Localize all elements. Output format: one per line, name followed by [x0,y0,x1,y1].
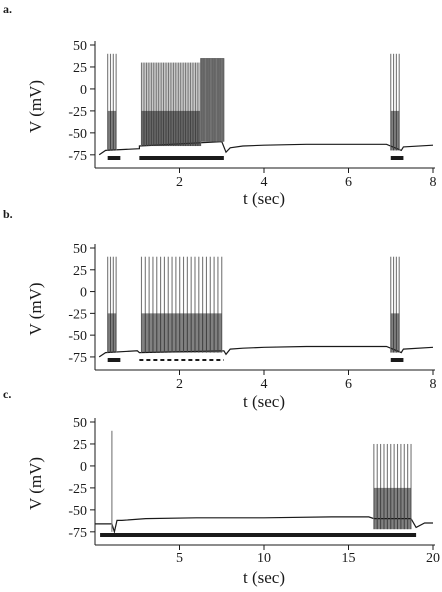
x-tick-label: 15 [342,551,356,566]
voltage-trace [95,516,433,535]
y-tick-label: 25 [73,61,87,76]
x-axis-title: t (sec) [243,189,285,208]
y-tick-label: -75 [68,149,87,164]
panel-label: b. [3,207,13,221]
x-tick-label: 5 [176,551,183,566]
y-tick-label: 0 [80,460,87,475]
x-tick-label: 4 [261,377,268,392]
y-tick-label: 50 [73,39,87,54]
y-tick-label: -50 [68,504,87,519]
x-tick-label: 20 [426,551,440,566]
y-tick-label: -75 [68,526,87,541]
spike-burst-shade [107,313,117,353]
spike-burst-shade [107,110,117,151]
y-tick-label: 25 [73,264,87,279]
y-tick-label: 0 [80,286,87,301]
x-tick-label: 6 [345,377,352,392]
y-axis-title: V (mV) [26,457,45,510]
x-tick-label: 6 [345,175,352,190]
y-tick-label: -25 [68,105,87,120]
y-axis-title: V (mV) [26,282,45,335]
x-tick-label: 4 [261,175,268,190]
spike-burst-shade [141,110,201,147]
y-tick-label: 0 [80,83,87,98]
spike-burst-shade [390,313,400,353]
x-tick-label: 8 [430,175,437,190]
y-tick-label: 25 [73,438,87,453]
y-tick-label: -50 [68,127,87,142]
x-axis-title: t (sec) [243,568,285,587]
spike-burst-shade [141,313,222,353]
panel-label: c. [3,387,11,401]
y-tick-label: -75 [68,351,87,366]
spike-burst-shade [390,110,400,151]
y-tick-label: 50 [73,242,87,257]
y-axis-title: V (mV) [26,80,45,133]
y-tick-label: 50 [73,416,87,431]
spike-burst-shade [373,487,412,530]
y-tick-label: -50 [68,329,87,344]
x-tick-label: 2 [176,175,183,190]
x-axis-title: t (sec) [243,392,285,411]
x-tick-label: 8 [430,377,437,392]
y-tick-label: -25 [68,482,87,497]
x-tick-label: 10 [257,551,271,566]
panel-label: a. [3,2,12,16]
x-tick-label: 2 [176,377,183,392]
y-tick-label: -25 [68,307,87,322]
